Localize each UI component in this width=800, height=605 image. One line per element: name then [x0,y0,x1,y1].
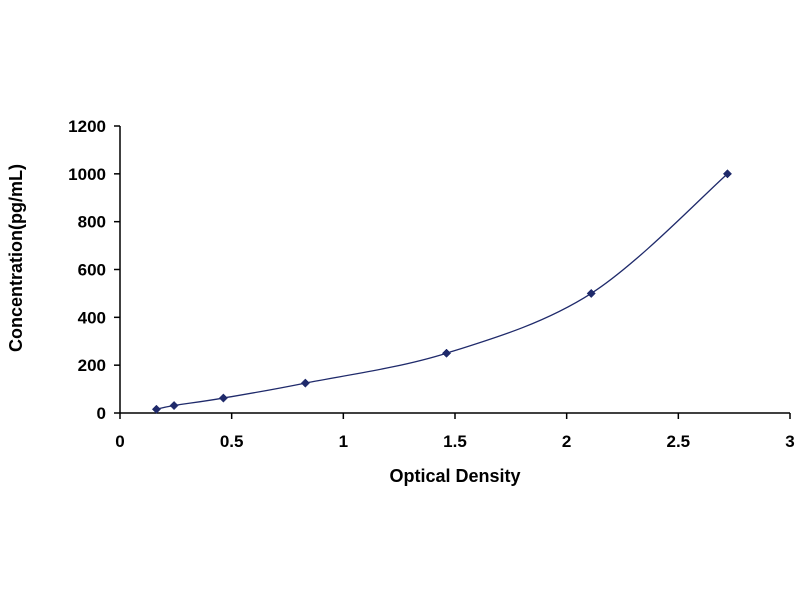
x-tick-label: 0 [115,432,124,451]
x-tick-label: 2.5 [667,432,691,451]
data-point [218,393,228,403]
plot-area [151,169,733,414]
x-tick-label: 0.5 [220,432,244,451]
y-axis-title: Concentration(pg/mL) [6,164,26,352]
x-tick-label: 2 [562,432,571,451]
x-tick-label: 3 [785,432,794,451]
y-tick-label: 600 [78,261,106,280]
x-axis-title: Optical Density [389,466,520,486]
x-tick-label: 1 [339,432,348,451]
data-point [441,348,452,358]
trend-curve [156,173,728,410]
x-ticks: 0 0.5 1 1.5 2 2.5 3 [115,413,795,451]
data-point [169,400,179,411]
y-tick-label: 1200 [68,117,106,136]
y-tick-label: 200 [78,356,106,375]
axes [119,126,790,414]
y-tick-label: 400 [78,308,106,327]
data-point [722,169,733,179]
y-ticks: 0 200 400 600 800 1000 1200 [68,117,120,423]
x-tick-label: 1.5 [443,432,467,451]
y-tick-label: 0 [97,404,106,423]
data-point [586,288,596,298]
data-point [151,404,161,414]
y-tick-label: 1000 [68,165,106,184]
y-tick-label: 800 [78,213,106,232]
data-point [300,378,310,388]
